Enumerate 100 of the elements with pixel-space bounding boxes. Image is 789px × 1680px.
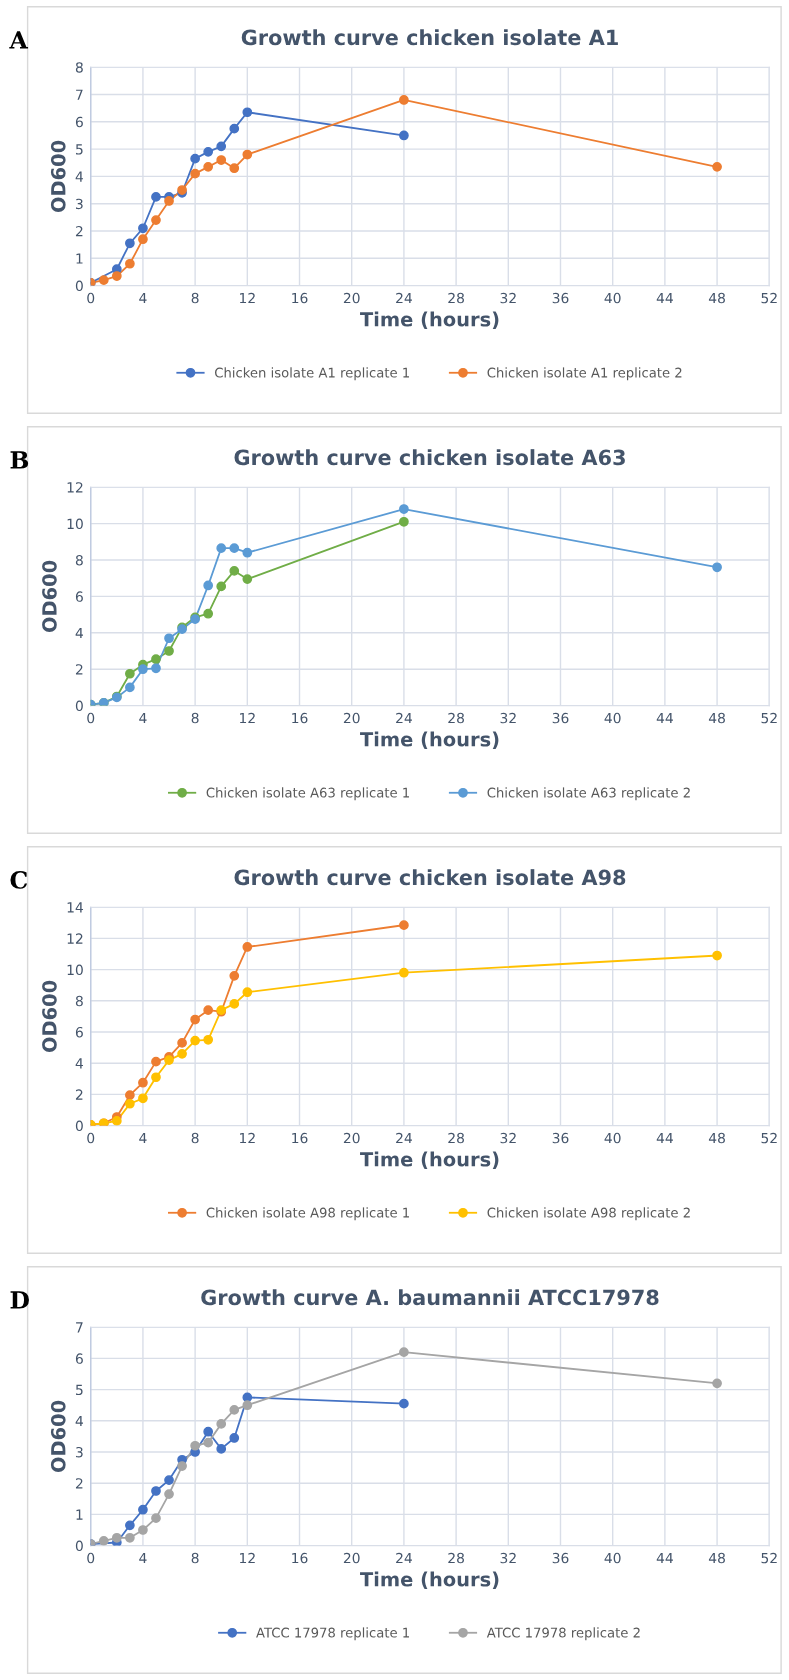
x-tick-label: 32	[500, 1552, 516, 1564]
y-tick-label: 12	[67, 482, 83, 493]
y-tick-label: 4	[75, 171, 84, 182]
x-tick-label: 48	[708, 1552, 725, 1564]
text: B	[10, 451, 29, 469]
y-tick-label: 3	[76, 1446, 83, 1458]
y-tick-label: 2	[75, 1089, 83, 1100]
x-tick-label: 32	[500, 1132, 516, 1144]
x-tick-label: 24	[396, 292, 412, 304]
legend-label: Chicken isolate A1 replicate 1	[214, 367, 409, 381]
x-tick-label: 28	[448, 1552, 464, 1564]
x-tick-label: 44	[656, 1132, 673, 1144]
x-tick-label: 4	[139, 712, 147, 724]
x-tick-label: 52	[761, 1132, 777, 1144]
legend-label: ATCC 17978 replicate 2	[486, 1627, 640, 1641]
x-tick-label: 40	[604, 292, 621, 304]
x-tick-label: 12	[240, 292, 255, 304]
legend-label: Chicken isolate A98 replicate 1	[206, 1207, 409, 1221]
x-tick-label: 36	[552, 292, 569, 304]
x-tick-label: 32	[500, 292, 516, 304]
x-tick-label: 28	[448, 1132, 464, 1144]
y-tick-label: 6	[75, 1026, 83, 1038]
y-tick-label: 10	[67, 964, 83, 976]
x-tick-label: 52	[761, 712, 777, 724]
x-tick-label: 4	[139, 1132, 147, 1144]
x-tick-label: 44	[656, 1552, 673, 1564]
chart-title: Growth curve chicken isolate A1	[241, 29, 618, 46]
x-tick-label: 16	[292, 1552, 308, 1564]
x-axis-title: Time (hours)	[360, 311, 499, 329]
text: A	[9, 31, 29, 49]
x-tick-label: 32	[500, 712, 516, 724]
y-tick-label: 4	[75, 1415, 84, 1427]
y-tick-label: 8	[75, 62, 83, 73]
x-tick-label: 12	[240, 1552, 255, 1564]
legend-label: ATCC 17978 replicate 1	[256, 1627, 409, 1641]
x-tick-label: 12	[240, 1132, 255, 1144]
x-tick-label: 36	[552, 1552, 569, 1564]
y-tick-label: 6	[75, 591, 83, 602]
x-tick-label: 24	[396, 1132, 412, 1144]
x-tick-label: 48	[708, 292, 725, 304]
x-axis-title: Time (hours)	[360, 1151, 499, 1169]
x-tick-label: 4	[139, 292, 147, 304]
y-tick-label: 14	[67, 902, 84, 913]
text: C	[10, 870, 28, 889]
y-tick-label: 0	[75, 700, 83, 712]
x-tick-label: 44	[656, 712, 673, 724]
x-tick-label: 40	[604, 712, 621, 724]
x-tick-label: 0	[87, 1552, 95, 1564]
y-axis-title: OD600	[50, 1400, 66, 1473]
y-tick-label: 2	[75, 1478, 83, 1489]
y-tick-label: 7	[76, 89, 83, 100]
y-tick-label: 8	[75, 554, 83, 566]
x-tick-label: 12	[240, 712, 255, 724]
chart-title: Growth curve A. baumannii ATCC17978	[201, 1289, 659, 1306]
x-tick-label: 8	[191, 292, 199, 304]
x-tick-label: 48	[708, 712, 725, 724]
y-tick-label: 1	[76, 253, 83, 264]
x-tick-label: 28	[448, 712, 464, 724]
x-tick-label: 44	[656, 292, 673, 304]
legend-label: Chicken isolate A1 replicate 2	[487, 367, 682, 381]
x-tick-label: 28	[448, 292, 464, 304]
x-tick-label: 48	[708, 1132, 725, 1144]
x-tick-label: 16	[292, 712, 308, 724]
chart-title: Growth curve chicken isolate A98	[234, 869, 626, 886]
x-tick-label: 20	[343, 1552, 360, 1564]
y-axis-title: OD600	[50, 140, 66, 213]
x-tick-label: 36	[552, 712, 569, 724]
text: D	[10, 1291, 29, 1309]
y-tick-label: 3	[76, 198, 83, 210]
y-tick-label: 0	[75, 280, 83, 292]
x-tick-label: 52	[761, 1552, 777, 1564]
y-tick-label: 4	[75, 627, 84, 639]
x-tick-label: 24	[396, 712, 412, 724]
y-axis-title: OD600	[42, 560, 57, 633]
y-tick-label: 12	[67, 933, 83, 944]
legend-label: Chicken isolate A98 replicate 2	[487, 1207, 690, 1221]
y-tick-label: 8	[75, 995, 83, 1007]
y-tick-label: 6	[75, 116, 83, 128]
x-tick-label: 0	[87, 1132, 95, 1144]
y-tick-label: 2	[75, 225, 83, 237]
x-tick-label: 36	[552, 1132, 569, 1144]
chart-title: Growth curve chicken isolate A63	[234, 449, 625, 466]
x-tick-label: 40	[604, 1552, 621, 1564]
x-tick-label: 8	[191, 1552, 199, 1564]
x-tick-label: 20	[343, 712, 360, 724]
x-tick-label: 0	[87, 292, 95, 304]
x-tick-label: 40	[604, 1132, 621, 1144]
x-tick-label: 20	[343, 1132, 360, 1144]
y-tick-label: 5	[76, 1384, 83, 1396]
legend-label: Chicken isolate A63 replicate 2	[487, 787, 690, 801]
x-tick-label: 16	[292, 1132, 308, 1144]
y-tick-label: 0	[75, 1120, 83, 1132]
x-tick-label: 4	[139, 1552, 147, 1564]
y-tick-label: 6	[75, 1353, 83, 1364]
y-tick-label: 2	[75, 664, 83, 675]
y-tick-label: 5	[76, 144, 83, 155]
y-tick-label: 0	[75, 1540, 83, 1552]
x-tick-label: 0	[87, 712, 95, 724]
y-tick-label: 4	[75, 1058, 84, 1069]
x-tick-label: 8	[191, 712, 199, 724]
